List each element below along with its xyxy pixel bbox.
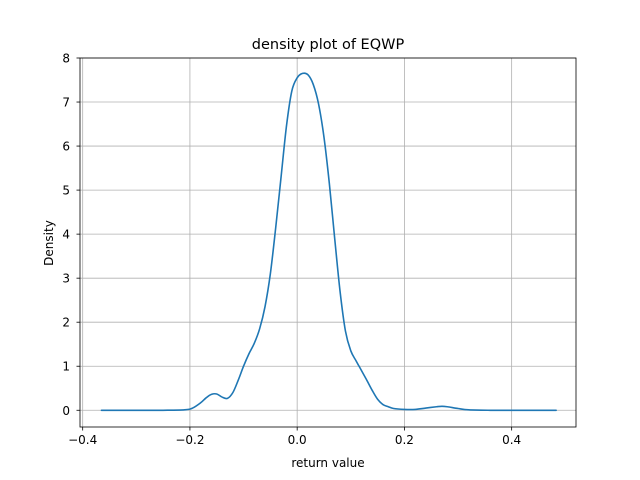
x-tick-label: 0.2	[395, 433, 414, 447]
x-tick-label: −0.2	[175, 433, 204, 447]
y-tick-label: 6	[62, 140, 70, 154]
x-axis-label: return value	[291, 456, 364, 470]
x-tick-label: 0.4	[502, 433, 521, 447]
x-tick-label: −0.4	[68, 433, 97, 447]
y-tick-label: 7	[62, 96, 70, 110]
y-tick-label: 8	[62, 52, 70, 66]
y-tick-label: 4	[62, 228, 70, 242]
y-tick-label: 3	[62, 272, 70, 286]
y-axis-label: Density	[42, 220, 56, 266]
y-tick-label: 2	[62, 316, 70, 330]
x-tick-label: 0.0	[288, 433, 307, 447]
y-tick-label: 5	[62, 184, 70, 198]
y-tick-label: 0	[62, 404, 70, 418]
y-tick-label: 1	[62, 360, 70, 374]
chart-title: density plot of EQWP	[252, 37, 405, 53]
plot-frame	[79, 57, 577, 428]
density-curve	[100, 72, 557, 412]
axis-ticks: −0.4 −0.2 0.0 0.2 0.4 0 1 2 3 4 5 6 7 8	[62, 52, 521, 448]
series-layer	[100, 72, 557, 412]
grid-lines	[80, 57, 576, 427]
